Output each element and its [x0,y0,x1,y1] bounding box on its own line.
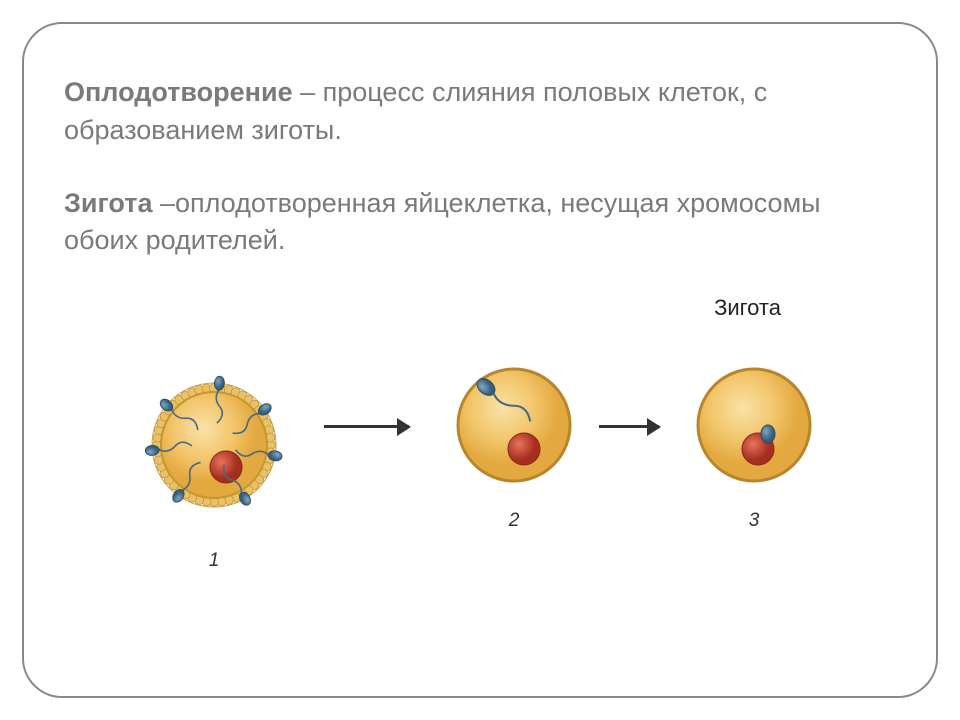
stage-number-3: 3 [749,510,760,532]
text-zygote: –оплодотворенная яйцеклетка, несущая хро… [64,188,821,256]
stage-3: 3 [684,355,824,500]
arrow-2 [599,425,659,429]
term-zygote: Зигота [64,188,152,218]
egg-one-sperm-icon [444,355,584,495]
stage-1: 1 [124,355,304,540]
definition-zygote: Зигота –оплодотворенная яйцеклетка, несу… [64,185,896,261]
arrow-1 [324,425,409,429]
egg-with-sperm-icon [124,355,304,535]
stage-number-2: 2 [509,510,520,532]
stage-2: 2 [444,355,584,500]
zygote-icon [684,355,824,495]
slide-frame: Оплодотворение – процесс слияния половых… [22,22,938,698]
zygote-label: Зигота [714,295,781,321]
diagram-area: Зигота [64,295,896,575]
definition-fertilization: Оплодотворение – процесс слияния половых… [64,74,896,150]
term-fertilization: Оплодотворение [64,77,293,107]
stage-number-1: 1 [209,550,220,572]
